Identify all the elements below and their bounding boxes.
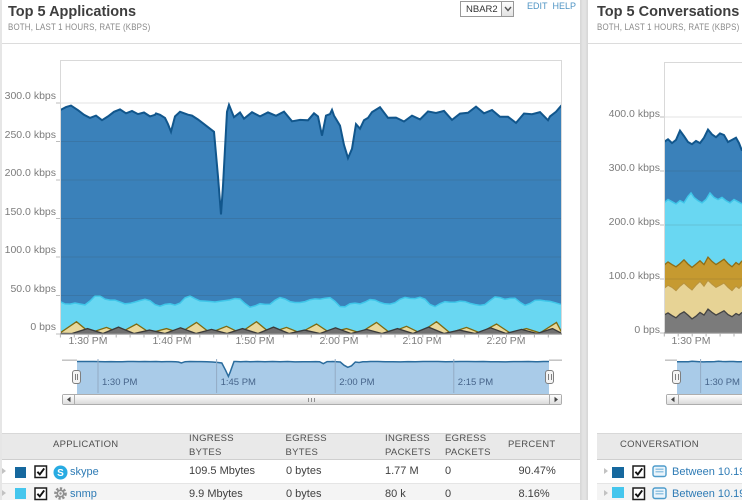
- svg-text:S: S: [57, 468, 64, 479]
